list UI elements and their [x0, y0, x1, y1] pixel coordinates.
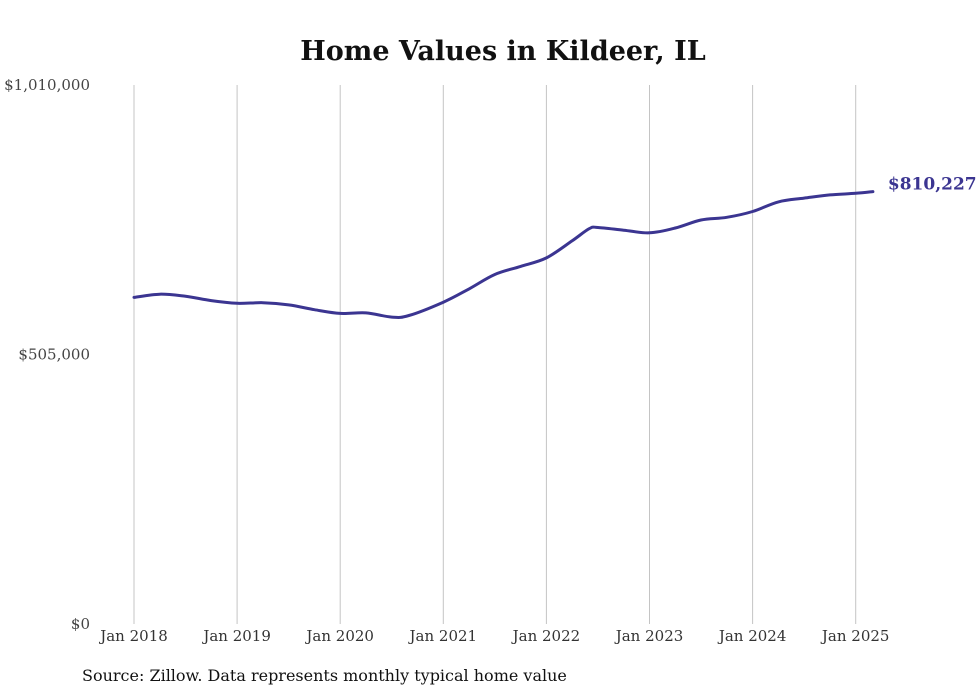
x-tick-label: Jan 2025: [820, 627, 890, 645]
x-tick-label: Jan 2022: [511, 627, 581, 645]
grid-lines: [133, 85, 857, 624]
y-tick-label: $505,000: [18, 346, 90, 364]
series-layer: [132, 190, 875, 319]
x-tick-label: Jan 2023: [614, 627, 684, 645]
last-value-label: $810,227: [888, 175, 977, 195]
x-tick-label: Jan 2019: [201, 627, 271, 645]
x-tick-label: Jan 2021: [408, 627, 478, 645]
x-tick-label: Jan 2024: [717, 627, 787, 645]
y-tick-label: $1,010,000: [4, 76, 90, 94]
x-tick-label: Jan 2020: [304, 627, 374, 645]
chart-title: Home Values in Kildeer, IL: [300, 36, 705, 67]
x-axis-ticks: Jan 2018 Jan 2019 Jan 2020 Jan 2021 Jan 2022…: [98, 627, 889, 645]
x-tick-label: Jan 2018: [98, 627, 168, 645]
y-tick-label: $0: [71, 615, 90, 633]
y-axis-ticks: $0 $505,000 $1,010,000: [4, 76, 90, 633]
source-note: Source: Zillow. Data represents monthly …: [82, 666, 567, 685]
home-value-line: [132, 190, 875, 319]
